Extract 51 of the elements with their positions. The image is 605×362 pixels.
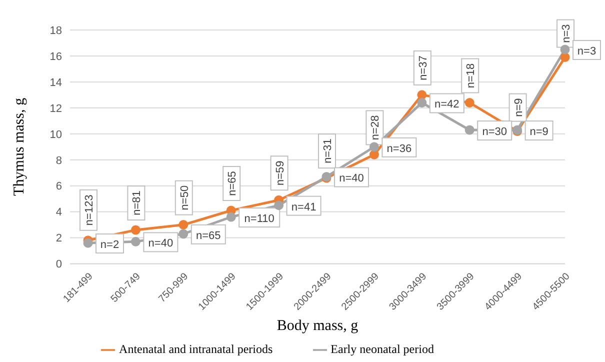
point [464,125,474,135]
annotation: n=110 [244,213,274,225]
annotation: n=9 [512,98,525,117]
annotation: n=40 [339,172,364,185]
annotation: n=3 [577,45,596,58]
legend-label: Antenatal and intranatal periods [119,342,273,356]
point [369,142,379,152]
annotation: n=42 [434,98,460,111]
annotation: n=30 [482,126,507,138]
annotation: n=81 [131,190,144,216]
y-tick-label: 2 [56,232,62,245]
point [130,236,140,246]
annotation: n=36 [386,142,412,155]
y-axis-title: Thymus mass, g [11,97,28,196]
point [560,52,570,62]
y-tick-label: 12 [50,102,62,115]
annotation: n=41 [291,201,316,214]
point [560,44,570,54]
annotation: n=59 [274,160,286,186]
annotation: n=40 [148,238,174,250]
point [83,238,93,248]
annotation: n=2 [100,238,120,251]
annotation: n=31 [322,138,334,164]
y-tick-label: 0 [56,258,62,271]
y-tick-label: 18 [50,24,62,37]
y-tick-label: 16 [50,50,62,63]
annotation: n=65 [226,171,239,196]
annotation: n=123 [84,194,96,226]
annotation: n=18 [465,63,478,88]
point [369,150,379,160]
point [130,225,140,235]
point [417,98,427,108]
y-tick-label: 10 [50,128,62,141]
y-tick-label: 8 [56,154,62,167]
annotation: n=37 [417,56,430,80]
point [178,229,188,239]
y-tick-label: 4 [56,206,62,219]
annotation: n=28 [370,115,382,140]
annotation: n=50 [178,185,191,210]
point [226,212,236,222]
point [274,200,284,210]
annotation: n=9 [530,126,548,138]
y-tick-label: 14 [50,76,62,89]
y-tick-label: 6 [56,180,62,193]
legend-label: Early neonatal period [330,342,434,356]
point [464,98,474,108]
annotation: n=3 [560,24,572,43]
point [417,90,427,100]
annotation: n=65 [196,230,221,242]
point [178,220,188,230]
x-axis-title: Body mass, g [276,318,359,334]
